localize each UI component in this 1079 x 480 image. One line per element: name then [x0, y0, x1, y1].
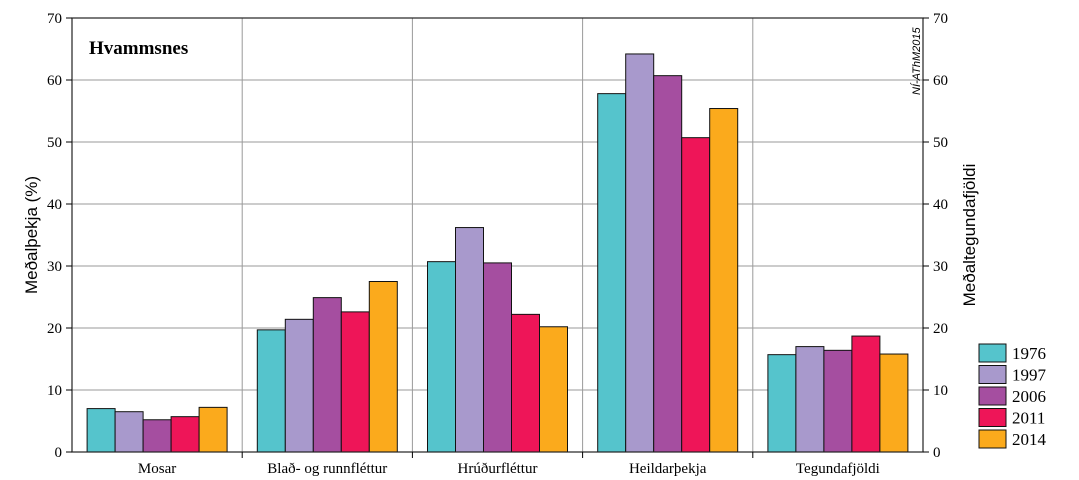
legend: 1976 1997 2006 2011 2014	[978, 343, 1047, 449]
y2-tick-label: 40	[933, 197, 948, 213]
plot-frame	[71, 17, 924, 453]
bar-2011-4	[681, 137, 711, 453]
bar-2011-3	[511, 313, 540, 453]
y2-tick-label: 30	[933, 259, 948, 275]
y-axis-title: Meðalþekja (%)	[22, 176, 41, 294]
bar-2011-2	[340, 311, 370, 453]
legend-swatch-2014	[978, 429, 1007, 449]
y2-axis-title: Meðaltegundafjöldi	[960, 164, 979, 307]
y-tick-label: 50	[47, 135, 62, 151]
bar-2011-1	[170, 416, 200, 453]
bar-1976-3	[427, 261, 456, 453]
legend-label-1997: 1997	[1012, 366, 1047, 385]
legend-label-2006: 2006	[1012, 387, 1046, 406]
axis-ticks: 0 0 10 10 20 20 30 30 40 40 50 50 60 60 70 70 Mosar Blað-…	[47, 11, 948, 477]
y2-tick-label: 70	[933, 11, 948, 27]
bar-1976-1	[86, 408, 116, 453]
x-tick-label: Hrúðurfléttur	[458, 461, 538, 477]
legend-label-2011: 2011	[1012, 409, 1045, 428]
bar-2006-2	[312, 297, 342, 453]
bar-1976-2	[256, 329, 286, 453]
bar-2006-4	[653, 75, 683, 453]
legend-label-2014: 2014	[1012, 430, 1047, 449]
y2-tick-label: 20	[933, 321, 948, 337]
x-tick-label: Mosar	[138, 461, 176, 477]
y-tick-label: 20	[47, 321, 62, 337]
bar-1997-5	[795, 346, 825, 453]
legend-swatch-1997	[978, 365, 1007, 384]
y-tick-label: 0	[55, 445, 63, 461]
y-tick-label: 30	[47, 259, 62, 275]
bar-2014-4	[709, 108, 739, 453]
bar-2014-5	[879, 353, 909, 453]
bar-1997-4	[625, 53, 655, 453]
y-tick-label: 70	[47, 11, 62, 27]
bars	[86, 53, 909, 453]
plot-border	[71, 17, 924, 453]
bar-2006-5	[823, 349, 853, 453]
x-tick-label: Heildarþekja	[629, 461, 707, 477]
y-tick-label: 40	[47, 197, 62, 213]
legend-label-1976: 1976	[1012, 344, 1046, 363]
y-tick-label: 10	[47, 383, 62, 399]
bar-2014-3	[539, 326, 568, 453]
bar-2014-2	[368, 281, 398, 453]
bar-2014-1	[198, 406, 228, 453]
legend-swatch-2006	[978, 386, 1007, 406]
legend-swatch-2011	[978, 408, 1007, 427]
bar-1997-3	[455, 227, 484, 453]
bar-1976-4	[597, 93, 627, 453]
legend-swatch-1976	[978, 343, 1007, 363]
y2-tick-label: 0	[933, 445, 941, 461]
credit-text: NÍ-AThM2015	[910, 26, 923, 95]
y-tick-label: 60	[47, 73, 62, 89]
bar-1997-2	[284, 318, 314, 453]
bar-1997-1	[114, 411, 144, 453]
chart-title: Hvammsnes	[89, 38, 188, 59]
bar-1976-5	[767, 354, 797, 453]
bar-2006-1	[142, 419, 172, 453]
y2-tick-label: 60	[933, 73, 948, 89]
bar-2006-3	[483, 262, 512, 453]
x-tick-label: Blað- og runnfléttur	[267, 461, 387, 477]
y2-tick-label: 50	[933, 135, 948, 151]
bar-2011-5	[851, 335, 881, 453]
y2-tick-label: 10	[933, 383, 948, 399]
x-tick-label: Tegundafjöldi	[796, 461, 880, 477]
